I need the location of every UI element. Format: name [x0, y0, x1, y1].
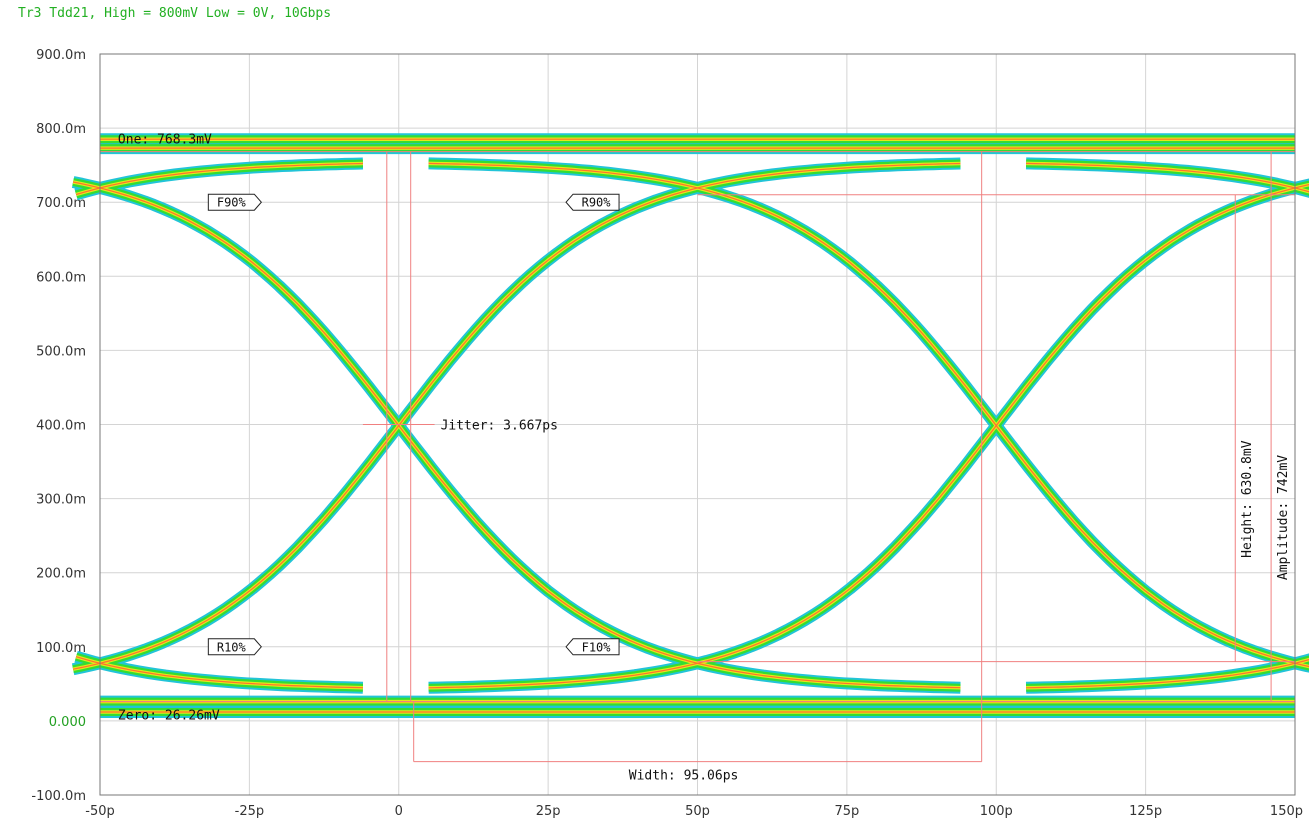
y-tick-label: 300.0m — [36, 493, 86, 508]
eye-transition-trace — [428, 162, 1309, 668]
threshold-tag-label: R10% — [217, 640, 247, 654]
y-tick-label: 400.0m — [36, 419, 86, 434]
eye-transition-trace — [75, 162, 363, 196]
eye-transition-trace — [72, 181, 961, 689]
threshold-tag-box — [565, 193, 620, 211]
eye-transition-trace — [75, 656, 363, 689]
y-tick-label: 800.0m — [36, 122, 86, 137]
x-tick-label: 0 — [395, 804, 403, 819]
measurement-markers — [100, 151, 1295, 763]
zero-level-label: Zero: 26.26mV — [118, 708, 220, 723]
y-tick-label: 200.0m — [36, 567, 86, 582]
y-tick-label: 900.0m — [36, 48, 86, 63]
threshold-tag-label: F10% — [582, 640, 612, 654]
y-tick-label: 500.0m — [36, 344, 86, 359]
eye-transition-trace — [1026, 658, 1309, 689]
threshold-tag-box — [207, 193, 262, 211]
y-axis-ticks: 900.0m 800.0m 700.0m 600.0m 500.0m 400.0m 300.… — [31, 48, 86, 804]
x-tick-label: -50p — [85, 804, 115, 819]
x-tick-label: 100p — [980, 804, 1013, 819]
eye-traces — [72, 139, 1309, 718]
threshold-tag-label: F90% — [217, 196, 247, 210]
jitter-label: Jitter: 3.667ps — [441, 419, 558, 434]
one-level-label: One: 768.3mV — [118, 133, 212, 148]
eye-transition-trace — [1026, 162, 1309, 193]
x-tick-label: 50p — [685, 804, 710, 819]
eye-transition-trace — [72, 162, 961, 670]
x-tick-label: -25p — [235, 804, 265, 819]
amplitude-label: Amplitude: 742mV — [1276, 455, 1291, 580]
plot-frame — [99, 53, 1296, 796]
x-tick-label: 125p — [1129, 804, 1162, 819]
y-tick-label: 100.0m — [36, 641, 86, 656]
eye-transition-trace — [428, 184, 1309, 689]
width-label: Width: 95.06ps — [629, 769, 739, 784]
x-tick-label: 75p — [834, 804, 859, 819]
x-tick-label: 25p — [536, 804, 561, 819]
y-tick-label: 0.000 — [49, 715, 86, 730]
threshold-tag-label: R90% — [582, 196, 612, 210]
height-label: Height: 630.8mV — [1240, 440, 1255, 558]
x-tick-label: 150p — [1270, 804, 1303, 819]
y-tick-label: 600.0m — [36, 270, 86, 285]
y-tick-label: 700.0m — [36, 196, 86, 211]
measurement-labels: One: 768.3mV Zero: 26.26mV Jitter: 3.667… — [118, 133, 1291, 784]
threshold-tags: F90% R90% R10% F10% — [207, 193, 620, 656]
y-tick-label: -100.0m — [31, 789, 86, 804]
threshold-tag-box — [207, 638, 262, 656]
chart-title: Tr3 Tdd21, High = 800mV Low = 0V, 10Gbps — [18, 6, 332, 21]
x-axis-ticks: -50p -25p 0 25p 50p 75p 100p 125p 150p — [85, 804, 1303, 819]
threshold-tag-box — [565, 638, 620, 656]
